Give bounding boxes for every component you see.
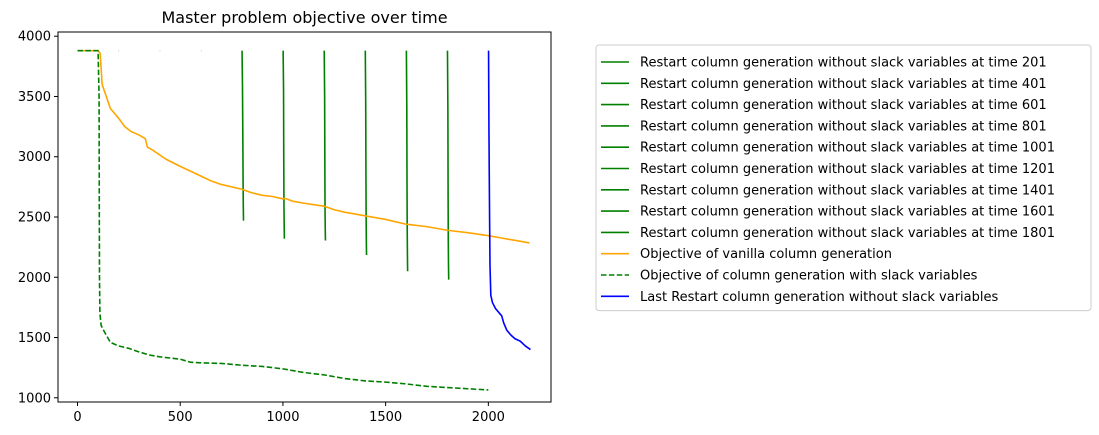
x-tick-label: 2000 (472, 410, 505, 425)
legend-label-7: Restart column generation without slack … (640, 183, 1055, 198)
legend-frame (595, 44, 1092, 312)
legend-label-11: Objective of column generation with slac… (640, 269, 978, 284)
plot-frame (57, 31, 552, 403)
legend: Restart column generation without slack … (595, 44, 1092, 312)
y-tick-label: 3500 (18, 90, 51, 105)
y-tick-label: 2500 (18, 211, 51, 226)
series-line-4 (241, 50, 245, 221)
legend-label-1: Restart column generation without slack … (640, 56, 1047, 71)
legend-label-4: Restart column generation without slack … (640, 119, 1047, 134)
legend-label-10: Objective of vanilla column generation (640, 247, 892, 262)
legend-label-8: Restart column generation without slack … (640, 205, 1055, 220)
series-line-5 (282, 50, 286, 239)
y-tick-label: 2000 (18, 271, 51, 286)
series-line-11 (77, 49, 489, 391)
legend-label-2: Restart column generation without slack … (640, 77, 1047, 92)
axes-layer: 0 500 1000 1500 2000 1000 1500 2000 2500 3000 3500… (18, 30, 505, 425)
legend-label-3: Restart column generation without slack … (640, 98, 1047, 113)
legend-label-6: Restart column generation without slack … (640, 162, 1055, 177)
x-tick-label: 1000 (266, 410, 299, 425)
x-tick-label: 0 (73, 410, 81, 425)
series-line-7 (364, 50, 368, 255)
y-tick-label: 1500 (18, 331, 51, 346)
series-line-6 (323, 50, 327, 241)
y-tick-label: 1000 (18, 391, 51, 406)
legend-label-9: Restart column generation without slack … (640, 226, 1055, 241)
series-line-10 (77, 49, 530, 244)
series-line-8 (405, 50, 409, 272)
y-tick-label: 4000 (18, 30, 51, 45)
legend-label-5: Restart column generation without slack … (640, 141, 1055, 156)
legend-label-12: Last Restart column generation without s… (640, 290, 998, 305)
x-tick-label: 1500 (369, 410, 402, 425)
series-line-12 (487, 50, 531, 351)
chart-title: Master problem objective over time (161, 8, 447, 27)
series-line-9 (446, 50, 450, 280)
y-tick-label: 3000 (18, 150, 51, 165)
plot-layer (77, 49, 531, 391)
x-tick-label: 500 (168, 410, 193, 425)
